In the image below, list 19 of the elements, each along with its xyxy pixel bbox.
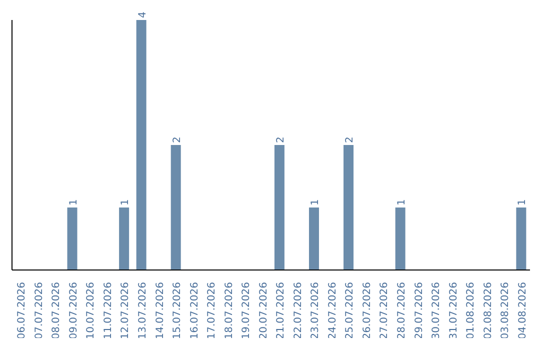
x-tick-label: 18.07.2026	[224, 282, 235, 340]
x-tick-label: 17.07.2026	[206, 282, 218, 340]
x-tick-label: 14.07.2026	[154, 282, 166, 340]
data-label: 2	[275, 136, 286, 143]
data-label: 1	[396, 199, 408, 206]
x-tick-label: 19.07.2026	[241, 282, 252, 340]
data-label: 2	[172, 136, 183, 143]
data-label: 1	[120, 199, 132, 206]
data-label: 4	[137, 12, 148, 18]
x-tick-label: 16.07.2026	[189, 282, 200, 340]
x-tick-label: 11.07.2026	[102, 282, 114, 340]
data-label: 1	[517, 199, 528, 206]
data-label: 1	[310, 199, 321, 206]
data-label: 2	[344, 136, 356, 143]
x-tick-label: 15.07.2026	[172, 282, 184, 340]
x-tick-label: 13.07.2026	[138, 282, 148, 340]
x-tick-label: 10.07.2026	[86, 282, 97, 340]
x-tick-label: 12.07.2026	[120, 282, 132, 340]
data-label: 1	[68, 199, 80, 206]
